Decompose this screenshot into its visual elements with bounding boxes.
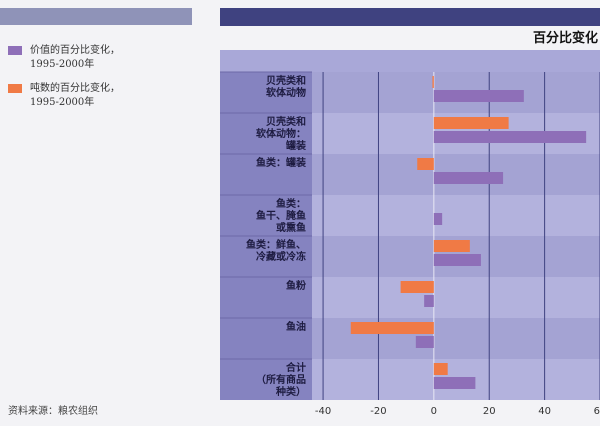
category-label: 鱼油 <box>286 322 306 333</box>
bar <box>433 240 470 252</box>
bar <box>433 254 481 266</box>
x-tick-label: 60 <box>594 406 600 417</box>
bar <box>432 76 434 88</box>
bar <box>433 90 524 102</box>
bar <box>433 131 587 143</box>
bar <box>417 158 434 170</box>
bar <box>433 172 504 184</box>
category-label: 贝壳类和 软体动物： 罐装 <box>256 117 306 152</box>
header-bar <box>220 8 600 26</box>
chart-title: 百分比变化 <box>533 30 598 46</box>
legend-label: 价值的百分比变化， 1995-2000年 <box>30 45 120 70</box>
category-label: 贝壳类和 软体动物 <box>266 76 306 99</box>
bar <box>433 377 476 389</box>
bar <box>433 363 448 375</box>
header-bar <box>0 8 192 25</box>
category-label: 鱼类：鲜鱼、 冷藏或冷冻 <box>246 240 306 263</box>
legend-swatch <box>8 84 22 93</box>
x-tick-label: 20 <box>483 406 496 417</box>
row-band <box>312 277 600 318</box>
category-label: 鱼粉 <box>286 281 306 292</box>
legend-label: 吨数的百分比变化， 1995-2000年 <box>30 83 120 108</box>
x-tick-label: -40 <box>315 406 331 417</box>
category-label: 合计 （所有商品 种类） <box>256 363 306 398</box>
bar <box>350 322 434 334</box>
bar <box>424 295 434 307</box>
bar <box>400 281 434 293</box>
row-band <box>312 195 600 236</box>
x-tick-label: 0 <box>431 406 437 417</box>
source: 资料来源：粮农组织 <box>8 404 98 417</box>
x-tick-label: -20 <box>370 406 386 417</box>
bar <box>415 336 434 348</box>
legend-swatch <box>8 46 22 55</box>
x-tick-label: 40 <box>538 406 551 417</box>
bar <box>433 117 509 129</box>
category-label: 鱼类： 鱼干、腌鱼 或熏鱼 <box>256 199 306 234</box>
category-label: 鱼类：罐装 <box>256 158 306 169</box>
bar <box>433 213 443 225</box>
